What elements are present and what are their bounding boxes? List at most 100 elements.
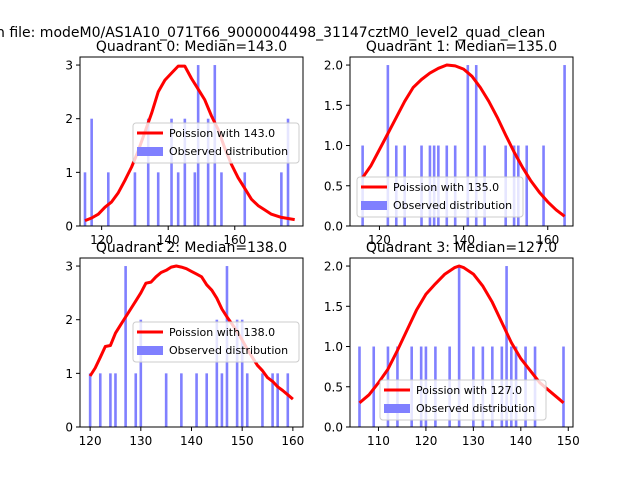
q2-legend <box>132 321 300 363</box>
q0-observed-bar <box>280 172 283 226</box>
q0-legend-bar-swatch <box>137 147 163 156</box>
q1-observed-bar <box>466 65 470 226</box>
q1-y-tick-label: 1.5 <box>324 99 343 113</box>
quadrant-2-chart: 120 130 140 150 160 0 1 2 3 Quadrant 2: Median=13… <box>65 240 304 448</box>
q0-y-tick-label: 3 <box>65 59 73 73</box>
q3-y-tick-label: 2.0 <box>324 260 343 274</box>
q3-observed-bar <box>562 346 565 427</box>
q1-poisson-line <box>361 63 566 218</box>
q2-title: Quadrant 2: Median=138.0 <box>96 240 287 256</box>
quadrant-3-chart: 110 120 130 140 150 0.0 0.5 1.0 1.5 2.0 Quadrant 3… <box>324 240 580 448</box>
q2-x-tick-label: 160 <box>281 434 304 448</box>
q2-legend-label: Poission with 138.0 <box>169 326 275 339</box>
q1-x-tick-label: 160 <box>536 233 559 247</box>
q2-observed-bar <box>245 373 249 427</box>
q0-observed-bar <box>193 172 197 226</box>
q3-observed-bar <box>358 346 361 427</box>
q2-x-tick-label: 150 <box>231 434 254 448</box>
q0-observed-bar <box>220 172 223 226</box>
q0-observed-bar <box>146 118 150 226</box>
q3-x-tick-label: 130 <box>462 434 485 448</box>
q2-observed-bar <box>139 319 143 427</box>
q3-observed-bar <box>505 266 508 427</box>
q2-x-tick-label: 140 <box>180 434 203 448</box>
q0-observed-bar <box>183 118 187 226</box>
q3-observed-bar <box>457 266 461 427</box>
q1-x-tick-label: 120 <box>368 233 391 247</box>
q0-y-tick-label: 0 <box>65 220 73 234</box>
q2-legend-bar-swatch <box>137 346 163 355</box>
q2-x-tick-label: 130 <box>129 434 152 448</box>
q0-observed-bar <box>206 118 210 226</box>
q1-x-tick-label: 140 <box>452 233 475 247</box>
q1-observed-bar <box>563 65 566 226</box>
q2-observed-bar <box>124 266 127 427</box>
q0-x-tick-label: 160 <box>223 233 246 247</box>
q3-legend-label: Observed distribution <box>416 402 535 415</box>
q3-axes-frame <box>349 257 574 428</box>
q0-y-tick-label: 2 <box>65 112 73 126</box>
q2-observed-bar <box>240 319 244 427</box>
q0-y-tick-label: 1 <box>65 166 73 180</box>
q3-legend-bar-swatch <box>384 404 410 413</box>
q1-observed-bar <box>525 145 529 226</box>
q2-observed-bar <box>109 373 112 427</box>
q2-poisson-line <box>88 264 294 401</box>
figure-suptitle: h file: modeM0/AS1A10_071T66_9000004498_… <box>0 25 545 41</box>
q2-observed-bar <box>235 319 239 427</box>
q2-y-tick-label: 0 <box>65 421 73 435</box>
q1-y-tick-label: 0.0 <box>324 220 343 234</box>
q2-observed-bar <box>271 373 274 427</box>
q2-observed-bar <box>114 373 117 427</box>
q0-observed-bar <box>286 118 290 226</box>
q1-axes-frame <box>349 56 574 227</box>
q0-observed-bar <box>90 118 93 226</box>
q0-legend-label: Observed distribution <box>169 145 288 158</box>
q0-observed-bar <box>170 118 173 226</box>
q1-legend-bar-swatch <box>361 201 387 210</box>
quadrant-0-chart: 120 140 160 0 1 2 3 Quadrant 0: Median=143.0 Poi… <box>65 39 304 247</box>
q1-observed-bar <box>386 65 390 226</box>
q2-legend-label: Observed distribution <box>169 344 288 357</box>
q0-x-tick-label: 140 <box>157 233 180 247</box>
q2-observed-bar <box>195 373 198 427</box>
q0-title: Quadrant 0: Median=143.0 <box>96 39 287 55</box>
q1-legend <box>356 176 524 218</box>
q2-observed-bar <box>180 373 183 427</box>
q0-poisson-line <box>84 64 295 222</box>
q3-legend <box>379 379 547 421</box>
q3-y-tick-label: 1.5 <box>324 300 343 314</box>
q2-observed-bar <box>220 373 224 427</box>
q3-y-tick-label: 1.0 <box>324 340 343 354</box>
q0-observed-bar <box>133 172 137 226</box>
q2-observed-bar <box>98 373 102 427</box>
q0-observed-bar <box>83 172 87 226</box>
q3-title: Quadrant 3: Median=127.0 <box>366 240 557 256</box>
q3-x-tick-label: 120 <box>414 434 437 448</box>
q1-legend-label: Observed distribution <box>393 199 512 212</box>
q0-observed-bar <box>156 172 160 226</box>
q0-axes-frame <box>79 56 304 227</box>
q2-observed-bar <box>286 373 290 427</box>
q2-x-tick-label: 120 <box>79 434 102 448</box>
q0-observed-bar <box>106 172 110 226</box>
q0-x-tick-label: 120 <box>90 233 113 247</box>
q1-y-tick-label: 0.5 <box>324 179 343 193</box>
q2-y-tick-label: 1 <box>65 367 73 381</box>
q1-y-tick-label: 2.0 <box>324 59 343 73</box>
q3-x-tick-label: 140 <box>509 434 532 448</box>
quadrant-1-chart: 120 140 160 0.0 0.5 1.0 1.5 2.0 Quadrant 1: Medi… <box>324 39 574 247</box>
q1-observed-bar <box>542 145 545 226</box>
q1-title: Quadrant 1: Median=135.0 <box>366 39 557 55</box>
q2-observed-bar <box>134 373 138 427</box>
q3-poisson-line <box>358 264 565 405</box>
q0-observed-bar <box>243 172 247 226</box>
q0-legend <box>132 122 300 164</box>
q0-legend-label: Poission with 143.0 <box>169 127 275 140</box>
q2-observed-bar <box>164 373 168 427</box>
q1-observed-bar <box>474 65 478 226</box>
q2-observed-bar <box>276 373 279 427</box>
q3-y-tick-label: 0.5 <box>324 380 343 394</box>
q2-y-tick-label: 2 <box>65 313 73 327</box>
